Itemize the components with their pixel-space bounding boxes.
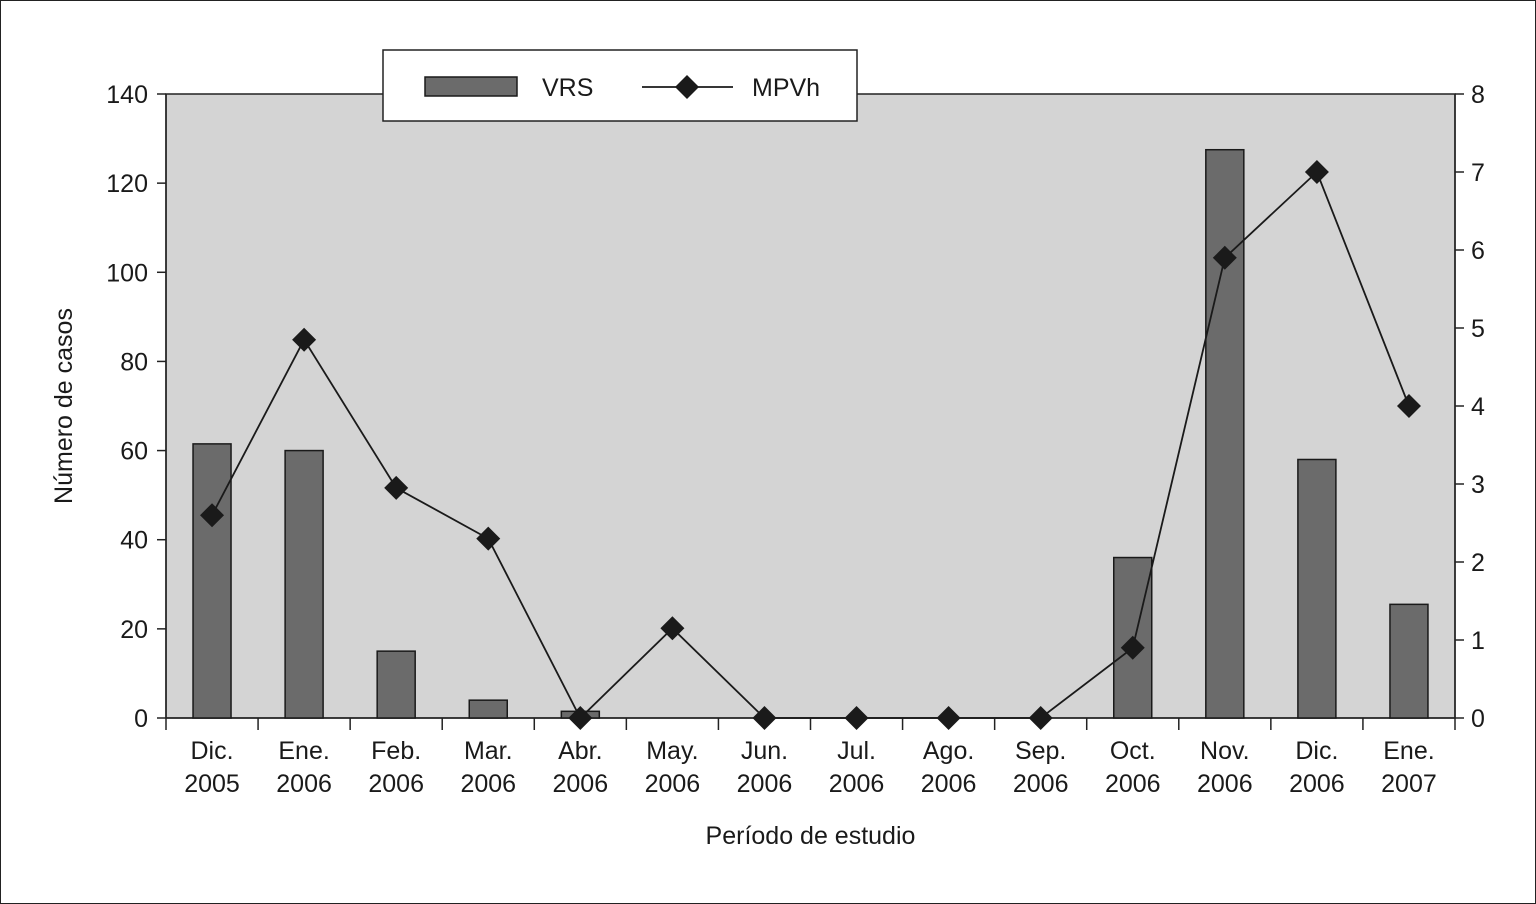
mpvh-point	[1304, 160, 1329, 184]
mpvh-point	[384, 475, 409, 500]
right-tick-label: 5	[1471, 315, 1485, 343]
legend-swatch-vrs	[424, 76, 518, 97]
right-axis: 0 1 2 3 4 5 6 7 8	[1454, 81, 1485, 733]
x-tick-label-month: Abr.	[558, 737, 602, 765]
x-tick-label-year: 2006	[737, 770, 793, 798]
x-axis-label: Período de estudio	[706, 822, 916, 850]
right-tick-label: 3	[1471, 471, 1485, 499]
x-tick-label-month: Jun.	[741, 737, 788, 765]
mpvh-point	[1028, 706, 1053, 730]
left-axis: 0 20 40 60 80 100 120 140	[106, 81, 167, 733]
vrs-bar	[1389, 603, 1429, 719]
x-tick-label-year: 2006	[1289, 770, 1345, 798]
x-axis: Dic. 2005 Ene. 2006 Feb. 2006 Mar. 2006 Abr. 2006…	[165, 717, 1456, 798]
left-tick-label: 0	[134, 705, 148, 733]
x-tick-label-month: May.	[646, 737, 698, 765]
x-tick-label-year: 2006	[921, 770, 977, 798]
right-tick-label: 7	[1471, 159, 1485, 187]
x-tick-label-year: 2007	[1381, 770, 1437, 798]
legend-swatch-mpvh-marker	[675, 75, 699, 99]
x-tick-label-year: 2006	[553, 770, 609, 798]
mpvh-point	[660, 616, 685, 641]
left-tick-label: 40	[120, 527, 148, 555]
mpvh-line	[211, 170, 1410, 720]
right-tick-label: 2	[1471, 549, 1485, 577]
x-tick-label-month: Oct.	[1110, 737, 1156, 765]
x-tick-label-month: Ene.	[278, 737, 329, 765]
vrs-bar	[1205, 148, 1245, 719]
right-tick-label: 6	[1471, 237, 1485, 265]
right-tick-label: 8	[1471, 81, 1485, 109]
vrs-bars	[192, 148, 1429, 719]
left-tick-label: 100	[106, 259, 148, 287]
x-tick-label-year: 2006	[829, 770, 885, 798]
y-axis-label: Número de casos	[50, 308, 78, 504]
left-tick-label: 140	[106, 81, 148, 109]
vrs-bar	[192, 443, 232, 719]
mpvh-point	[844, 706, 869, 730]
mpvh-point	[936, 706, 961, 730]
x-tick-label-month: Dic.	[1295, 737, 1338, 765]
legend-label-vrs: VRS	[542, 74, 593, 102]
left-tick-label: 120	[106, 170, 148, 198]
x-tick-label-year: 2006	[1105, 770, 1161, 798]
x-tick-label-year: 2006	[1197, 770, 1253, 798]
legend-label-mpvh: MPVh	[752, 74, 820, 102]
left-tick-label: 60	[120, 438, 148, 466]
mpvh-point	[1212, 245, 1237, 270]
mpvh-point	[1120, 635, 1145, 660]
mpvh-point	[292, 327, 317, 352]
mpvh-point	[476, 526, 501, 551]
mpvh-line-series	[200, 160, 1421, 730]
x-tick-label-month: Jul.	[837, 737, 876, 765]
vrs-bar	[376, 650, 416, 719]
vrs-bar	[284, 449, 324, 719]
right-tick-label: 0	[1471, 705, 1485, 733]
x-tick-label-year: 2005	[184, 770, 240, 798]
right-tick-label: 4	[1471, 393, 1485, 421]
x-tick-label-month: Ago.	[923, 737, 974, 765]
x-tick-label-month: Nov.	[1200, 737, 1250, 765]
mpvh-point	[1396, 394, 1421, 418]
mpvh-point	[568, 706, 593, 730]
vrs-bar	[468, 699, 508, 719]
x-tick-label-year: 2006	[645, 770, 701, 798]
x-tick-label-year: 2006	[368, 770, 424, 798]
x-tick-label-month: Ene.	[1383, 737, 1434, 765]
x-tick-label-year: 2006	[1013, 770, 1069, 798]
mpvh-point	[200, 503, 225, 528]
plot-area	[165, 93, 1456, 719]
left-tick-label: 20	[120, 616, 148, 644]
x-tick-label-month: Sep.	[1015, 737, 1066, 765]
right-tick-label: 1	[1471, 627, 1485, 655]
x-tick-label-month: Mar.	[464, 737, 513, 765]
x-tick-label-month: Feb.	[371, 737, 421, 765]
mpvh-point	[752, 706, 777, 730]
x-tick-label-year: 2006	[460, 770, 516, 798]
x-tick-label-year: 2006	[276, 770, 332, 798]
vrs-bar	[1297, 458, 1337, 719]
legend: VRS MPVh	[382, 49, 858, 122]
x-tick-label-month: Dic.	[191, 737, 234, 765]
left-tick-label: 80	[120, 348, 148, 376]
